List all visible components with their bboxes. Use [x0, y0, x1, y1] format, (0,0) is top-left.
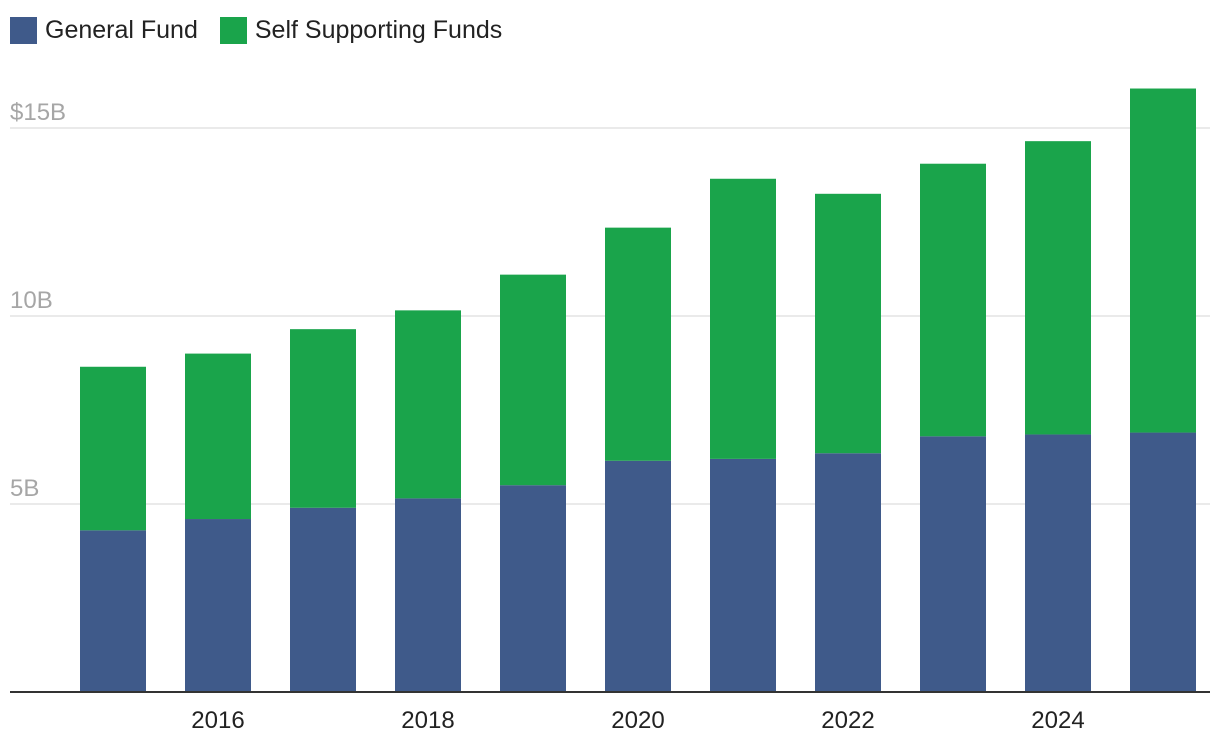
bar-self-supporting-funds — [920, 163, 986, 437]
legend-swatch-self-supporting-funds — [219, 17, 247, 44]
bar-self-supporting-funds — [290, 329, 356, 508]
x-tick-label: 2022 — [821, 707, 874, 734]
bar-general-fund — [605, 460, 671, 692]
legend-item-self-supporting-funds: Self Supporting Funds — [219, 16, 503, 45]
bar-self-supporting-funds — [1130, 88, 1196, 433]
bars — [80, 88, 1196, 692]
x-tick-label: 2018 — [401, 707, 454, 734]
chart-legend: General Fund Self Supporting Funds — [10, 16, 502, 45]
bar-general-fund — [185, 519, 251, 692]
x-tick-label: 2016 — [191, 707, 244, 734]
bar-self-supporting-funds — [710, 178, 776, 459]
bar-general-fund — [1130, 432, 1196, 692]
bar-self-supporting-funds — [1025, 141, 1091, 435]
x-axis-ticks: 2016 2018 2020 2022 2024 — [191, 707, 1084, 734]
legend-item-general-fund: General Fund — [10, 16, 198, 45]
bar-self-supporting-funds — [395, 310, 461, 499]
x-tick-label: 2020 — [611, 707, 664, 734]
bar-general-fund — [710, 458, 776, 692]
y-tick-label: 10B — [10, 287, 53, 314]
bar-self-supporting-funds — [500, 274, 566, 486]
bar-general-fund — [815, 453, 881, 692]
bar-self-supporting-funds — [80, 366, 146, 531]
bar-general-fund — [920, 436, 986, 692]
y-tick-label: 5B — [10, 475, 39, 502]
bar-self-supporting-funds — [185, 353, 251, 520]
bar-general-fund — [395, 498, 461, 692]
legend-label-self-supporting-funds: Self Supporting Funds — [254, 16, 503, 44]
bar-general-fund — [500, 485, 566, 692]
y-axis-ticks: 5B 10B $15B — [10, 99, 66, 502]
y-tick-label: $15B — [10, 99, 66, 126]
legend-swatch-general-fund — [10, 17, 37, 44]
bar-general-fund — [1025, 434, 1091, 692]
x-tick-label: 2024 — [1031, 707, 1084, 734]
legend-label-general-fund: General Fund — [45, 16, 198, 44]
bar-self-supporting-funds — [605, 227, 671, 461]
bar-general-fund — [80, 530, 146, 692]
bar-general-fund — [290, 507, 356, 692]
bar-self-supporting-funds — [815, 193, 881, 454]
